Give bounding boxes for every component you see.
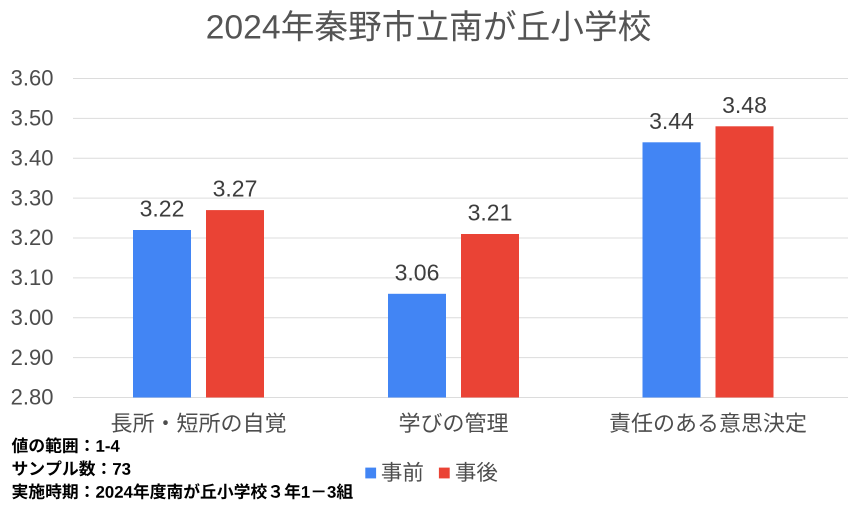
svg-text:3.30: 3.30 <box>11 185 54 210</box>
svg-text:3.00: 3.00 <box>11 305 54 330</box>
svg-text:3.06: 3.06 <box>395 259 440 285</box>
svg-text:3.44: 3.44 <box>649 108 694 134</box>
svg-text:3.50: 3.50 <box>11 106 54 131</box>
svg-text:3.20: 3.20 <box>11 225 54 250</box>
svg-text:2.90: 2.90 <box>11 345 54 370</box>
svg-text:3.10: 3.10 <box>11 265 54 290</box>
svg-text:3.22: 3.22 <box>140 196 185 222</box>
svg-text:3.21: 3.21 <box>468 200 513 226</box>
svg-text:3.60: 3.60 <box>11 66 54 91</box>
svg-text:3.27: 3.27 <box>213 176 258 202</box>
svg-text:3.40: 3.40 <box>11 145 54 170</box>
svg-text:3.48: 3.48 <box>722 92 767 118</box>
svg-text:2.80: 2.80 <box>11 385 54 410</box>
